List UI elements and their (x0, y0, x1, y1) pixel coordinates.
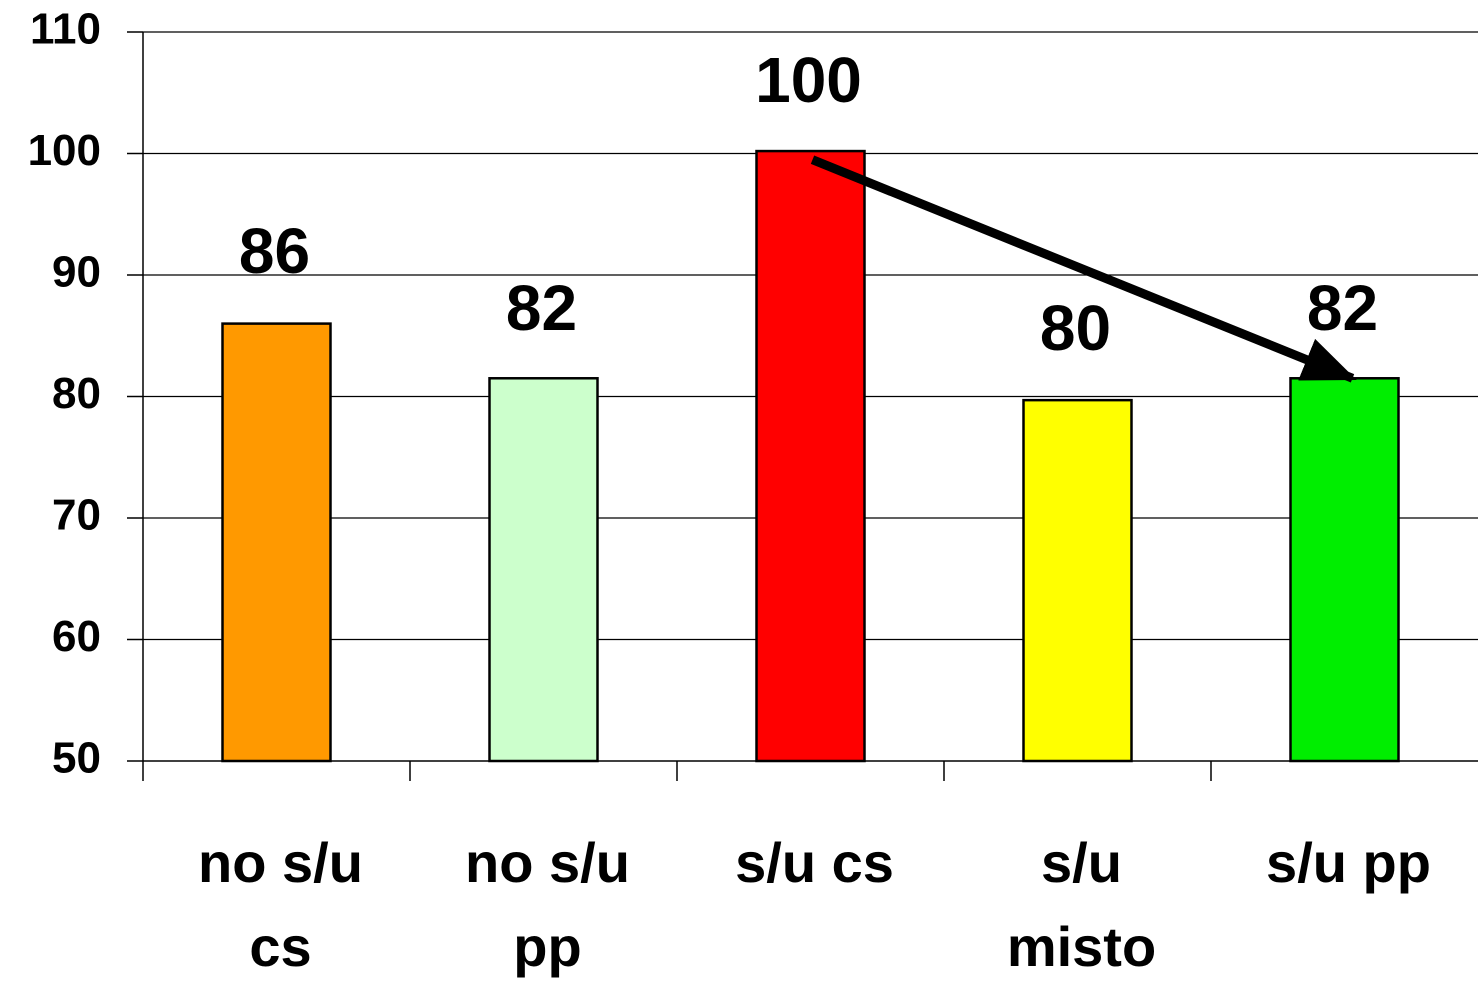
y-tick-label: 80 (52, 369, 101, 418)
annotation-arrow (810, 155, 1357, 383)
y-tick-label: 110 (30, 5, 101, 54)
y-tick-label: 60 (52, 612, 101, 661)
y-tick-label: 100 (28, 126, 101, 175)
y-tick-labels: 50 60 70 80 90 100 110 (28, 5, 101, 783)
bar (1289, 377, 1400, 763)
category-label: pp (513, 915, 581, 978)
y-tick-label: 70 (52, 491, 101, 540)
bar (221, 322, 332, 763)
data-label: 100 (755, 44, 862, 116)
y-tick-label: 90 (52, 248, 101, 297)
annotation (810, 155, 1357, 383)
data-label: 86 (239, 215, 310, 287)
category-label: no s/u (198, 831, 363, 894)
data-label: 80 (1040, 292, 1111, 364)
category-labels: no s/u cs no s/u pp s/u cs s/u misto s/u pp (198, 831, 1431, 978)
category-label: no s/u (465, 831, 630, 894)
category-label: s/u (1041, 831, 1122, 894)
data-label: 82 (506, 272, 577, 344)
bar (488, 377, 599, 763)
bar (1022, 398, 1133, 763)
axes (127, 31, 1478, 781)
category-label: misto (1007, 915, 1156, 978)
category-label: s/u pp (1266, 831, 1431, 894)
data-label: 82 (1307, 272, 1378, 344)
y-tick-label: 50 (52, 734, 101, 783)
category-label: cs (249, 915, 311, 978)
data-labels: 86 82 100 80 82 (239, 44, 1378, 364)
category-label: s/u cs (735, 831, 894, 894)
bars (221, 149, 1400, 763)
bar (755, 149, 866, 763)
